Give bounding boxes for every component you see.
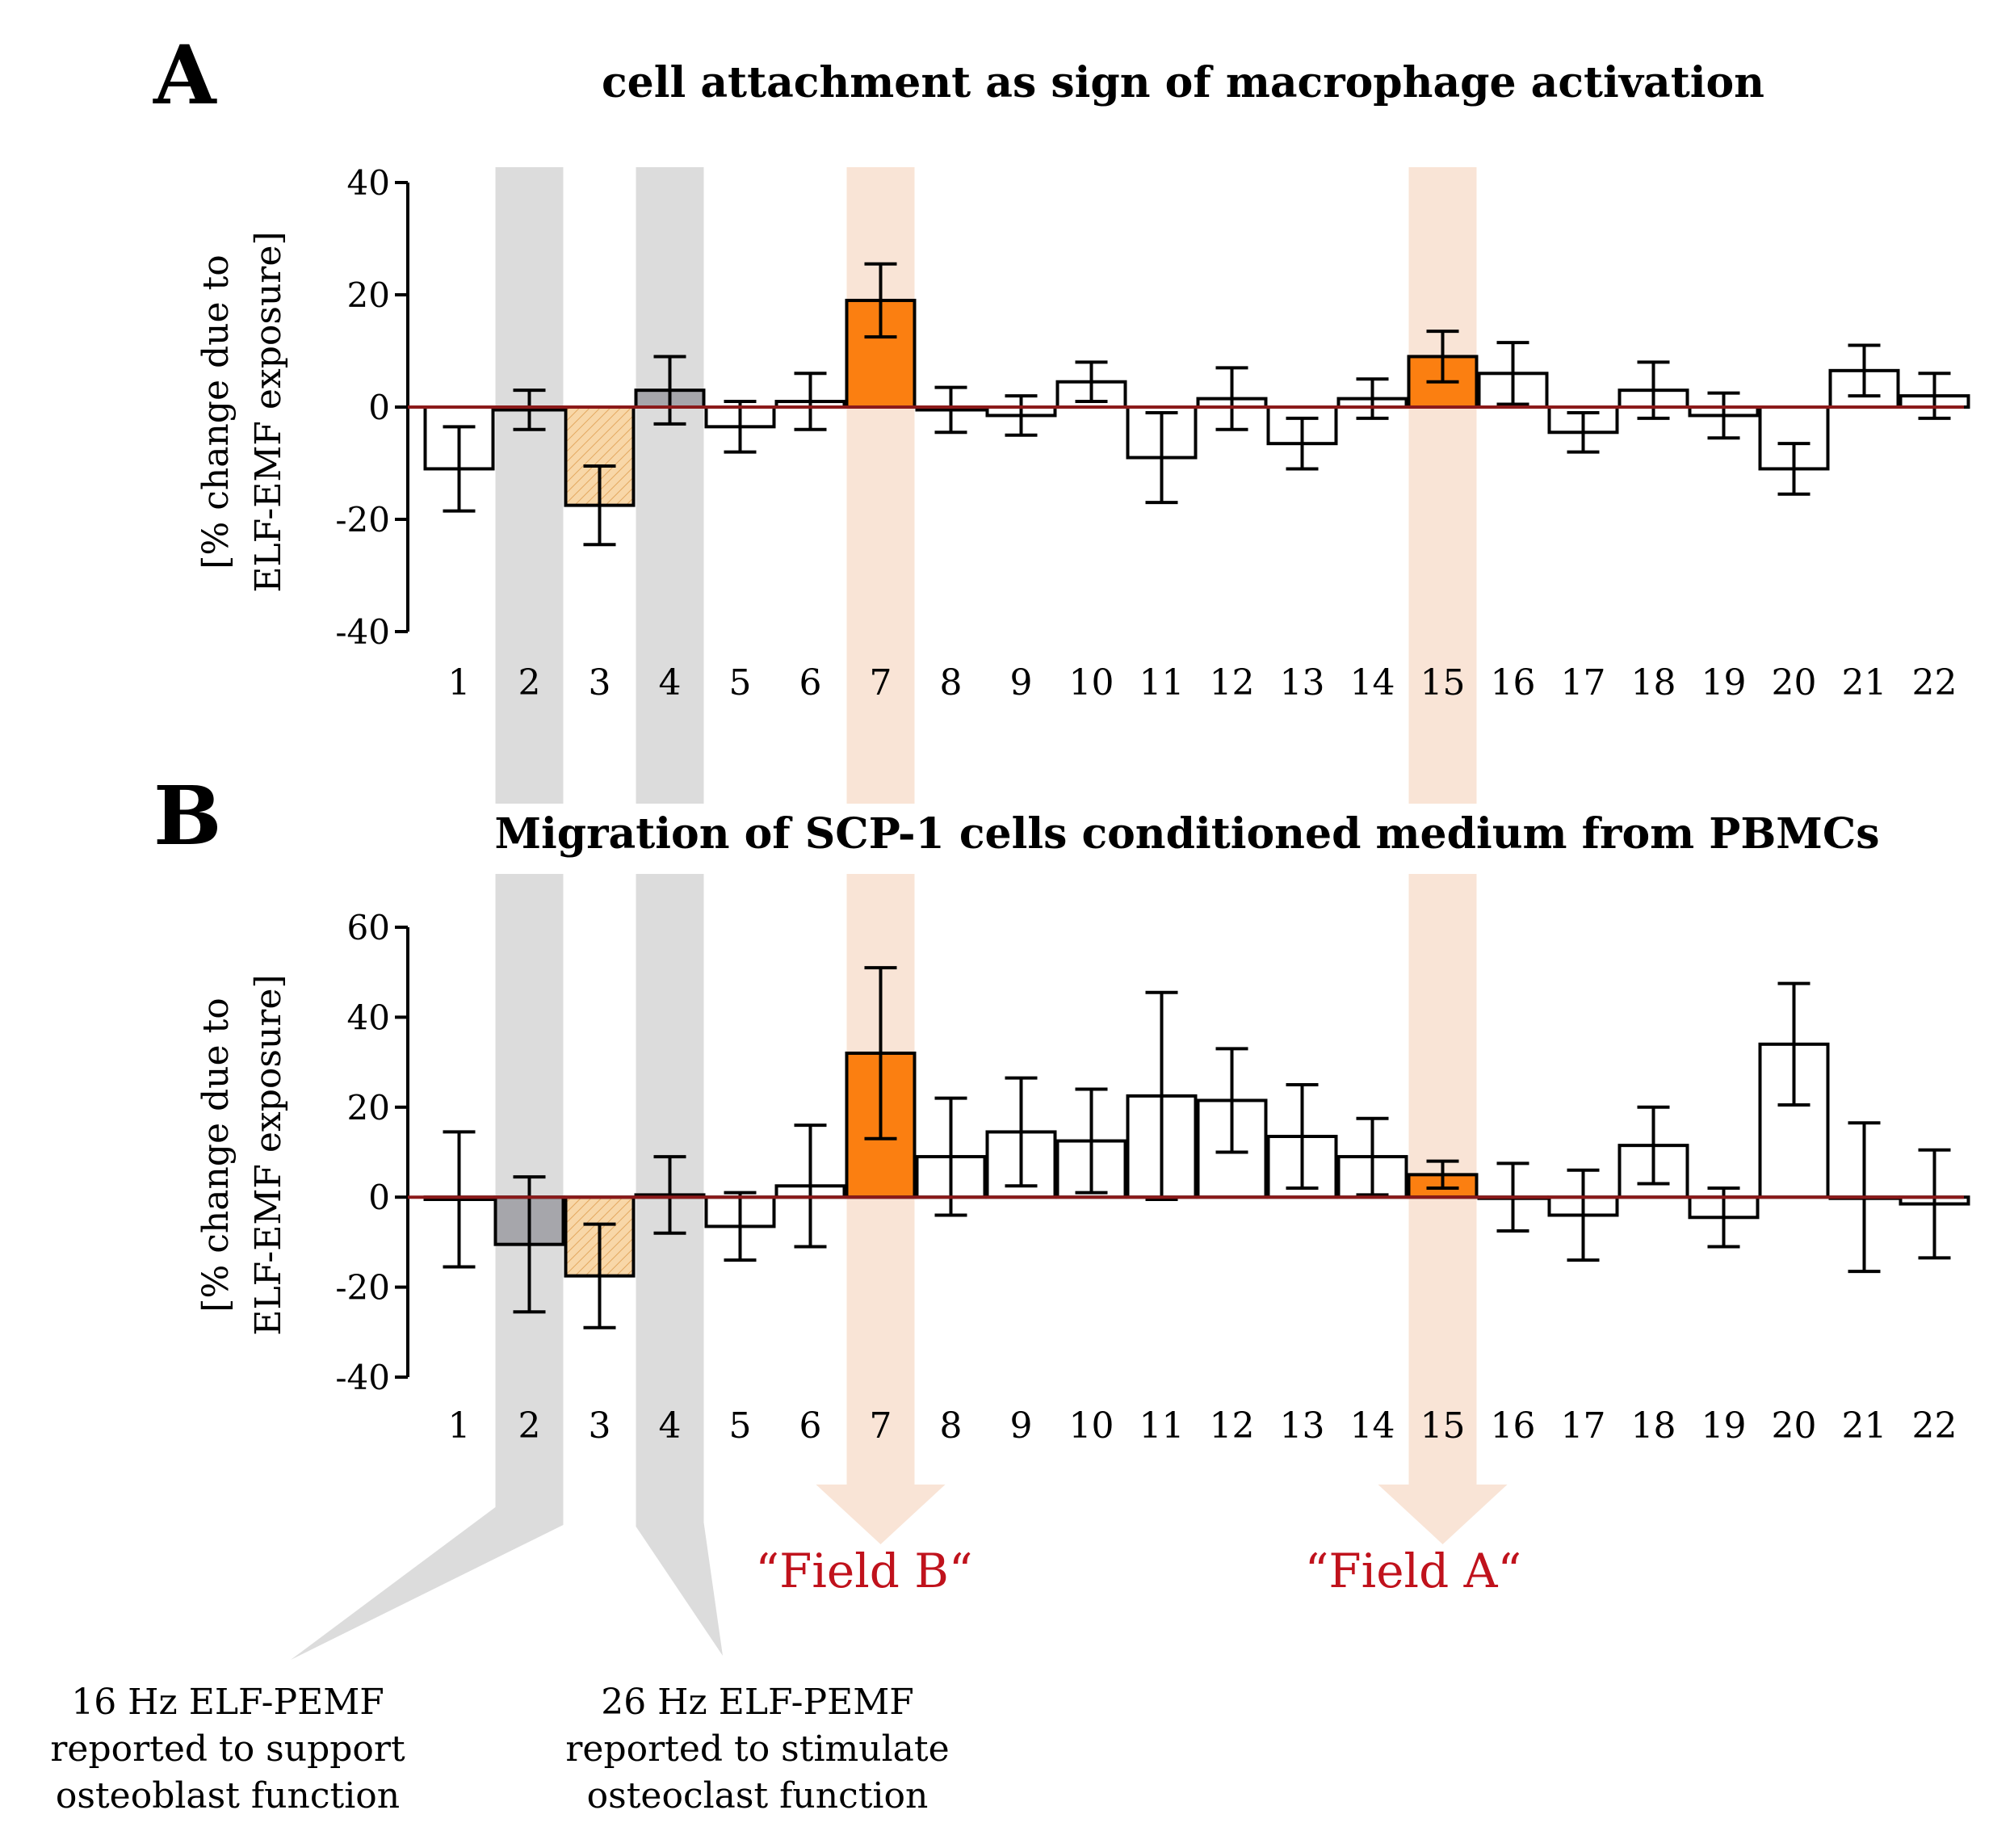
panel-b-letter: B [153, 768, 222, 863]
x-tick-label-20: 20 [1772, 662, 1817, 704]
y-tick-label: -20 [335, 1268, 390, 1308]
x-tick-label-11: 11 [1139, 1405, 1185, 1447]
panel-a-ylabel-line2: ELF-EMF exposure] [248, 231, 289, 592]
x-tick-label-21: 21 [1842, 1405, 1887, 1447]
y-tick-label: 40 [347, 998, 390, 1037]
x-tick-label-12: 12 [1210, 662, 1255, 704]
note-26hz-line2: reported to stimulate [565, 1728, 949, 1770]
x-tick-label-15: 15 [1420, 1405, 1466, 1447]
x-tick-label-5: 5 [729, 662, 752, 704]
panel-a-title: cell attachment as sign of macrophage ac… [602, 58, 1764, 107]
x-tick-label-14: 14 [1350, 662, 1395, 704]
panel-a: A cell attachment as sign of macrophage … [153, 27, 1970, 704]
x-tick-label-17: 17 [1561, 1405, 1606, 1447]
y-tick-label: -40 [335, 612, 390, 652]
y-tick-label: 0 [368, 388, 390, 427]
x-tick-label-5: 5 [729, 1405, 752, 1447]
y-tick-label: 60 [347, 908, 390, 947]
y-tick-label: 0 [368, 1178, 390, 1217]
note-16hz: 16 Hz ELF-PEMF reported to support osteo… [50, 1682, 405, 1816]
x-tick-label-22: 22 [1912, 1405, 1957, 1447]
panel-b-ylabel-line2: ELF-EMF exposure] [248, 974, 289, 1335]
x-tick-label-11: 11 [1139, 662, 1185, 704]
x-tick-label-21: 21 [1842, 662, 1887, 704]
x-tick-label-15: 15 [1420, 662, 1466, 704]
x-tick-label-4: 4 [659, 1405, 682, 1447]
x-tick-label-2: 2 [518, 1405, 541, 1447]
panel-b: B Migration of SCP-1 cells conditioned m… [153, 768, 1970, 1447]
band-4-upper [636, 167, 704, 804]
x-tick-label-2: 2 [518, 662, 541, 704]
x-tick-label-10: 10 [1069, 662, 1114, 704]
x-tick-label-4: 4 [659, 662, 682, 704]
x-tick-label-7: 7 [870, 662, 892, 704]
pointer-26hz [636, 1507, 723, 1656]
x-tick-label-3: 3 [589, 662, 611, 704]
note-26hz-line1: 26 Hz ELF-PEMF [601, 1682, 914, 1723]
note-16hz-line2: reported to support [50, 1728, 405, 1770]
x-tick-label-19: 19 [1701, 1405, 1747, 1447]
panel-b-ylabel-line1: [% change due to [195, 998, 237, 1312]
x-tick-label-1: 1 [448, 1405, 471, 1447]
x-tick-label-18: 18 [1631, 1405, 1676, 1447]
x-tick-label-13: 13 [1280, 662, 1325, 704]
x-tick-label-10: 10 [1069, 1405, 1114, 1447]
note-26hz-line3: osteoclast function [587, 1775, 929, 1816]
x-tick-label-9: 9 [1010, 662, 1033, 704]
arrow-field-a [1378, 1485, 1508, 1544]
field-b-label: “Field B“ [755, 1544, 972, 1598]
panel-b-title: Migration of SCP-1 cells conditioned med… [494, 809, 1879, 859]
x-tick-label-6: 6 [799, 662, 822, 704]
pointer-16hz [291, 1507, 564, 1660]
y-tick-label: 20 [347, 1088, 390, 1128]
x-tick-label-17: 17 [1561, 662, 1606, 704]
note-26hz: 26 Hz ELF-PEMF reported to stimulate ost… [565, 1682, 949, 1816]
y-tick-label: -40 [335, 1358, 390, 1397]
x-tick-label-7: 7 [870, 1405, 892, 1447]
x-tick-label-22: 22 [1912, 662, 1957, 704]
note-16hz-line3: osteoblast function [56, 1775, 400, 1816]
band-2-upper [495, 167, 564, 804]
y-tick-label: -20 [335, 500, 390, 540]
x-tick-label-19: 19 [1701, 662, 1747, 704]
note-16hz-line1: 16 Hz ELF-PEMF [71, 1682, 384, 1723]
x-tick-label-16: 16 [1491, 662, 1536, 704]
x-tick-label-6: 6 [799, 1405, 822, 1447]
band-15-upper [1408, 167, 1477, 804]
x-tick-label-1: 1 [448, 662, 471, 704]
y-tick-label: 40 [347, 163, 390, 203]
x-tick-label-14: 14 [1350, 1405, 1395, 1447]
arrow-field-b [816, 1485, 946, 1544]
x-tick-label-18: 18 [1631, 662, 1676, 704]
x-tick-label-8: 8 [940, 1405, 963, 1447]
x-tick-label-9: 9 [1010, 1405, 1033, 1447]
x-tick-label-3: 3 [589, 1405, 611, 1447]
panel-a-ylabel-line1: [% change due to [195, 254, 237, 569]
x-tick-label-16: 16 [1491, 1405, 1536, 1447]
x-tick-label-13: 13 [1280, 1405, 1325, 1447]
panel-a-letter: A [153, 27, 217, 123]
y-tick-label: 20 [347, 275, 390, 315]
x-tick-label-8: 8 [940, 662, 963, 704]
x-tick-label-12: 12 [1210, 1405, 1255, 1447]
x-tick-label-20: 20 [1772, 1405, 1817, 1447]
field-a-label: “Field A“ [1305, 1544, 1521, 1598]
